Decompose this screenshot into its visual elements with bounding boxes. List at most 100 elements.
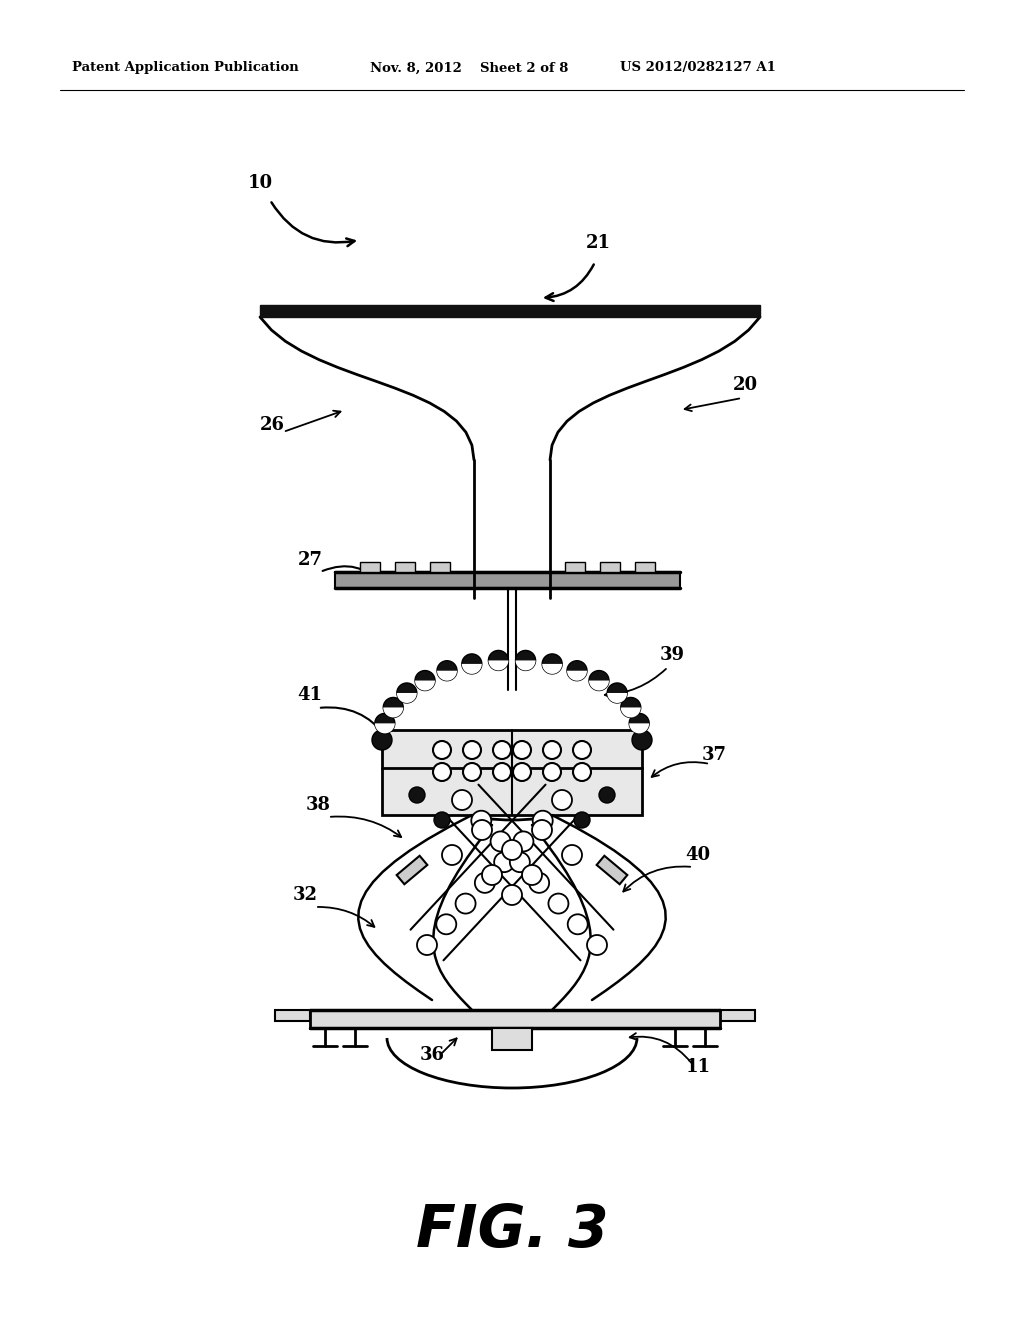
Text: 26: 26 — [259, 416, 285, 434]
Circle shape — [417, 935, 437, 954]
Text: Patent Application Publication: Patent Application Publication — [72, 62, 299, 74]
Wedge shape — [621, 708, 641, 718]
Bar — [310, 1010, 720, 1028]
Text: 20: 20 — [732, 376, 758, 393]
Wedge shape — [462, 664, 482, 675]
Text: 27: 27 — [298, 550, 323, 569]
Circle shape — [415, 671, 435, 690]
Circle shape — [433, 741, 451, 759]
Text: 37: 37 — [701, 746, 726, 764]
Circle shape — [434, 812, 450, 828]
Wedge shape — [542, 664, 562, 675]
Circle shape — [542, 653, 562, 675]
Circle shape — [567, 661, 587, 681]
Circle shape — [567, 915, 588, 935]
Circle shape — [482, 865, 502, 884]
Circle shape — [529, 873, 549, 892]
Bar — [260, 305, 760, 317]
Circle shape — [475, 873, 495, 892]
Text: 11: 11 — [685, 1059, 711, 1076]
Circle shape — [409, 787, 425, 803]
Bar — [360, 562, 380, 572]
Circle shape — [375, 713, 395, 734]
Circle shape — [607, 682, 627, 704]
Circle shape — [522, 865, 542, 884]
Bar — [565, 562, 585, 572]
Bar — [275, 1010, 310, 1020]
Text: 32: 32 — [293, 886, 317, 904]
Circle shape — [433, 763, 451, 781]
Circle shape — [587, 935, 607, 954]
Circle shape — [589, 671, 609, 690]
Circle shape — [549, 894, 568, 913]
Text: 38: 38 — [305, 796, 331, 814]
Circle shape — [493, 741, 511, 759]
Text: 40: 40 — [685, 846, 711, 865]
Circle shape — [456, 894, 475, 913]
Wedge shape — [629, 723, 649, 734]
Wedge shape — [375, 723, 395, 734]
Circle shape — [471, 810, 492, 830]
Circle shape — [493, 763, 511, 781]
Text: 10: 10 — [248, 174, 272, 191]
Polygon shape — [396, 855, 427, 884]
Text: 21: 21 — [586, 234, 610, 252]
Wedge shape — [488, 660, 508, 671]
Circle shape — [372, 730, 392, 750]
Bar — [492, 1028, 532, 1049]
Bar — [430, 562, 450, 572]
Circle shape — [574, 812, 590, 828]
Polygon shape — [597, 855, 628, 884]
Circle shape — [543, 741, 561, 759]
Circle shape — [488, 651, 508, 671]
Text: US 2012/0282127 A1: US 2012/0282127 A1 — [620, 62, 776, 74]
Bar — [395, 562, 415, 572]
Wedge shape — [567, 671, 587, 681]
Text: 36: 36 — [420, 1045, 444, 1064]
Bar — [600, 562, 620, 572]
Text: 39: 39 — [659, 645, 684, 664]
Wedge shape — [397, 693, 417, 704]
Wedge shape — [589, 681, 609, 690]
Circle shape — [632, 730, 652, 750]
Circle shape — [437, 661, 457, 681]
Circle shape — [472, 820, 492, 840]
Circle shape — [532, 810, 553, 830]
Circle shape — [599, 787, 615, 803]
Circle shape — [513, 741, 531, 759]
Wedge shape — [607, 693, 627, 704]
Text: Nov. 8, 2012: Nov. 8, 2012 — [370, 62, 462, 74]
Wedge shape — [415, 681, 435, 690]
Circle shape — [490, 832, 511, 851]
Bar — [382, 730, 642, 814]
Bar — [635, 562, 655, 572]
Circle shape — [495, 853, 514, 873]
Circle shape — [532, 820, 552, 840]
Circle shape — [442, 845, 462, 865]
Circle shape — [383, 697, 403, 718]
Circle shape — [629, 713, 649, 734]
Circle shape — [502, 884, 522, 906]
Circle shape — [573, 741, 591, 759]
Circle shape — [516, 651, 536, 671]
Circle shape — [513, 832, 534, 851]
Circle shape — [543, 763, 561, 781]
Circle shape — [462, 653, 482, 675]
Circle shape — [510, 853, 529, 873]
Circle shape — [397, 682, 417, 704]
Circle shape — [452, 789, 472, 810]
Text: FIG. 3: FIG. 3 — [416, 1201, 608, 1258]
Circle shape — [463, 763, 481, 781]
Circle shape — [513, 763, 531, 781]
Bar — [335, 572, 680, 587]
Wedge shape — [437, 671, 457, 681]
Wedge shape — [516, 660, 536, 671]
Circle shape — [573, 763, 591, 781]
Wedge shape — [383, 708, 403, 718]
Circle shape — [436, 915, 457, 935]
Bar — [720, 1010, 755, 1020]
Circle shape — [463, 741, 481, 759]
Circle shape — [502, 840, 522, 861]
Circle shape — [562, 845, 582, 865]
Circle shape — [552, 789, 572, 810]
